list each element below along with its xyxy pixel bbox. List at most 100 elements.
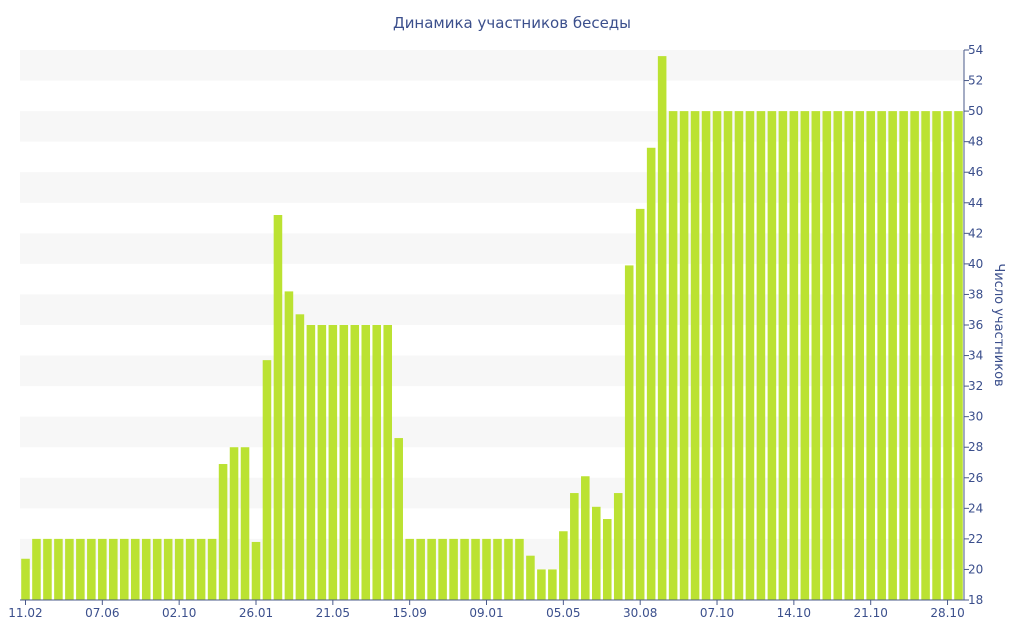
y-tick-label: 44 — [968, 196, 983, 210]
y-tick-label: 52 — [968, 74, 983, 88]
bar — [449, 538, 458, 600]
y-tick-label: 24 — [968, 501, 983, 515]
grid-band — [20, 416, 964, 448]
bar — [591, 506, 601, 600]
bar — [723, 111, 733, 600]
y-tick-label: 42 — [968, 226, 983, 240]
bar — [65, 538, 74, 600]
bar — [54, 538, 63, 600]
y-tick-label: 32 — [968, 379, 983, 393]
grid-bands — [20, 50, 964, 570]
bar — [734, 111, 744, 600]
y-tick-label: 34 — [968, 349, 983, 363]
bar — [515, 538, 524, 600]
bar — [207, 538, 217, 600]
x-tick-label: 07.06 — [85, 606, 119, 620]
bar — [921, 111, 930, 600]
bar — [767, 111, 777, 600]
bar — [416, 538, 425, 600]
bar — [152, 538, 162, 600]
bar — [932, 111, 941, 600]
bar — [756, 111, 766, 600]
bar — [21, 558, 30, 600]
bar — [570, 493, 579, 600]
bar — [493, 538, 502, 600]
y-tick-label: 22 — [968, 532, 983, 546]
x-tick-label: 11.02 — [8, 606, 42, 620]
x-tick-label: 26.01 — [239, 606, 273, 620]
x-axis: 11.02 07.06 02.10 26.01 21.05 15.09 09.01 05.05… — [8, 599, 965, 620]
bar — [438, 538, 447, 600]
bar — [394, 438, 403, 600]
bar — [943, 111, 952, 600]
chart-title: Динамика участников беседы — [393, 14, 631, 32]
bar — [778, 111, 788, 600]
grid-band — [20, 355, 964, 387]
bar — [646, 147, 656, 600]
x-tick-label: 05.05 — [546, 606, 580, 620]
y-tick-label: 48 — [968, 135, 983, 149]
bar — [789, 111, 799, 600]
bar — [141, 538, 151, 600]
y-tick-label: 26 — [968, 471, 983, 485]
y-axis-label: Число участников — [991, 263, 1006, 386]
bar — [559, 531, 568, 600]
bar — [866, 111, 875, 600]
bar — [109, 538, 118, 600]
bar — [350, 325, 360, 600]
bar — [383, 325, 393, 600]
bar — [339, 325, 349, 600]
bar — [130, 538, 140, 600]
bar — [32, 538, 41, 600]
bar — [460, 538, 469, 600]
bar — [526, 555, 535, 600]
bar — [43, 538, 52, 600]
x-tick-label: 28.10 — [930, 606, 964, 620]
bar — [701, 111, 711, 600]
bar — [361, 325, 371, 600]
y-tick-label: 28 — [968, 440, 983, 454]
grid-band — [20, 233, 964, 264]
bar — [372, 325, 382, 600]
y-tick-label: 30 — [968, 410, 983, 424]
y-tick-label: 20 — [968, 562, 983, 576]
x-tick-label: 02.10 — [162, 606, 196, 620]
bar — [76, 538, 85, 600]
bar — [482, 538, 491, 600]
y-tick-label: 38 — [968, 287, 983, 301]
bar — [218, 464, 228, 600]
bar — [240, 447, 250, 600]
bar — [504, 538, 513, 600]
bar — [317, 325, 327, 600]
bar — [284, 291, 294, 600]
bar — [328, 325, 338, 600]
grid-band — [20, 172, 964, 203]
x-tick-label: 21.05 — [316, 606, 350, 620]
grid-band — [20, 50, 964, 81]
bar — [745, 111, 755, 600]
y-tick-label: 54 — [968, 43, 983, 57]
bar — [668, 111, 678, 600]
bar — [679, 111, 689, 600]
bar — [87, 538, 96, 600]
bar — [163, 538, 173, 600]
bar — [877, 111, 886, 600]
bar — [196, 538, 206, 600]
grid-band — [20, 477, 964, 509]
bar — [98, 538, 107, 600]
bar — [635, 208, 645, 600]
y-tick-label: 50 — [968, 104, 983, 118]
y-tick-label: 18 — [968, 593, 983, 607]
bar — [888, 111, 897, 600]
bar — [811, 111, 821, 600]
x-tick-label: 14.10 — [777, 606, 811, 620]
x-tick-label: 15.09 — [392, 606, 426, 620]
x-tick-label: 09.01 — [469, 606, 503, 620]
bar — [405, 538, 414, 600]
bar — [174, 538, 184, 600]
grid-band — [20, 294, 964, 325]
bar — [295, 314, 305, 600]
bar — [581, 476, 590, 600]
bar — [712, 111, 722, 600]
